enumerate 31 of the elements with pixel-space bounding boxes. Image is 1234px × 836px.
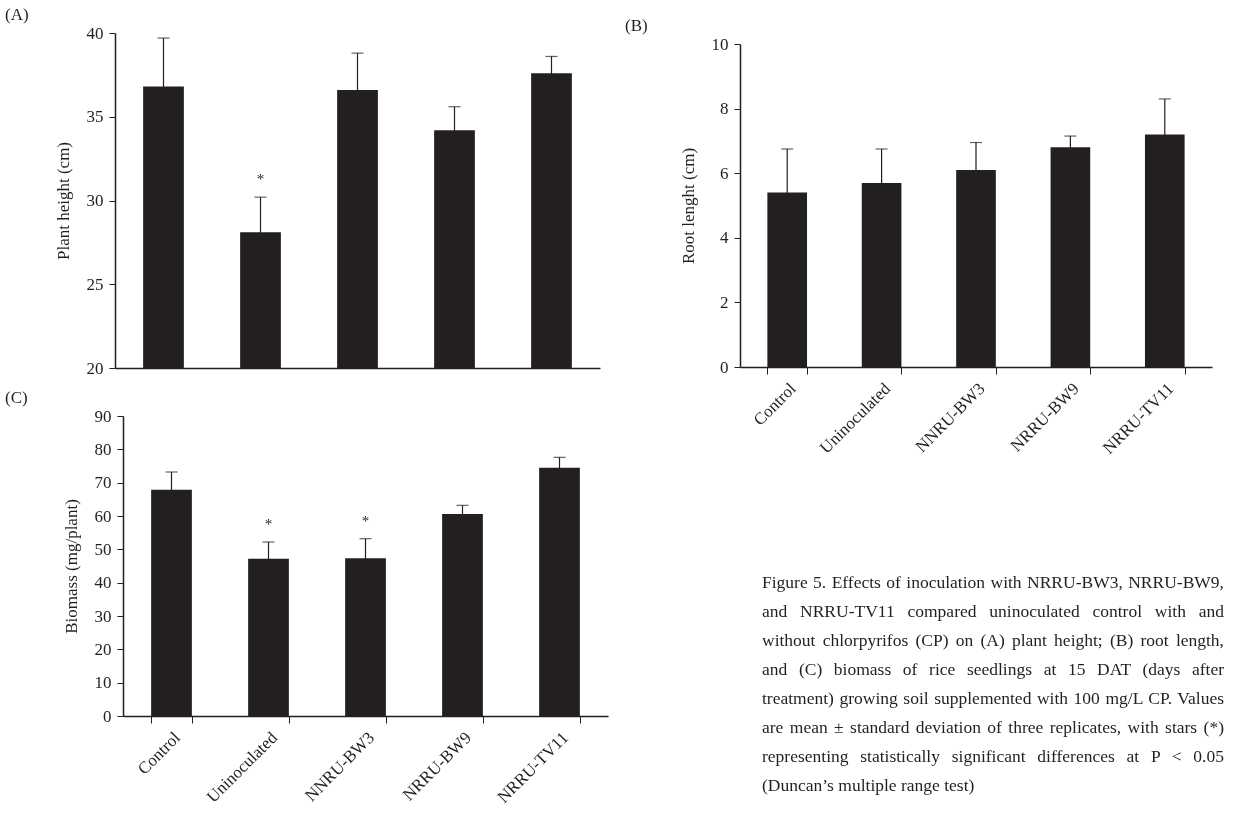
y-axis-title: Biomass (mg/plant) — [61, 499, 81, 634]
data-label: * — [264, 516, 273, 532]
y-tick-label: 10 — [711, 34, 729, 54]
chart-title: (C) — [5, 388, 28, 407]
y-tick-label: 35 — [86, 107, 104, 127]
y-tick-label: 0 — [720, 357, 729, 377]
y-tick-label: 80 — [94, 439, 112, 459]
y-tick-label: 6 — [720, 163, 729, 183]
y-axis-title: Plant height (cm) — [53, 141, 73, 261]
y-tick-label: 40 — [94, 573, 112, 593]
y-axis-title: Root lenght (cm) — [678, 147, 698, 265]
chart-title: (B) — [625, 16, 648, 35]
y-tick-label: 20 — [86, 358, 104, 378]
data-label: * — [256, 171, 265, 188]
y-tick-label: 0 — [103, 706, 112, 726]
y-tick-label: 40 — [86, 23, 104, 43]
y-tick-label: 50 — [94, 539, 112, 559]
y-tick-label: 25 — [86, 274, 104, 294]
y-tick-label: 90 — [94, 406, 112, 426]
y-tick-label: 30 — [86, 191, 104, 210]
y-tick-label: 30 — [94, 606, 112, 626]
chart-title: (A) — [5, 5, 29, 24]
y-tick-label: 8 — [720, 99, 729, 119]
y-tick-label: 2 — [720, 292, 729, 312]
y-tick-label: 20 — [94, 639, 112, 659]
y-tick-label: 4 — [720, 228, 729, 248]
y-tick-label: 70 — [94, 473, 112, 493]
data-label: * — [361, 512, 370, 529]
y-tick-label: 60 — [94, 506, 112, 526]
y-tick-label: 10 — [94, 673, 112, 693]
caption: Figure 5. Effects of inoculation with NRRU-BW3, NRRU-BW9, and NRRU-TV11 compared uninoculated control with and without chlorpyrifos (CP) on (A) plant height; (B) root length, and (C) biomass of rice seedlings at 15 DAT (days after treatment) growing soil supplemented with 100 mg/L CP. Values are mean ± standard deviation of three replicates, with stars (*) representing statistically significant differences at P < 0.05 (Duncan’s multiple range test) — [762, 571, 1224, 797]
